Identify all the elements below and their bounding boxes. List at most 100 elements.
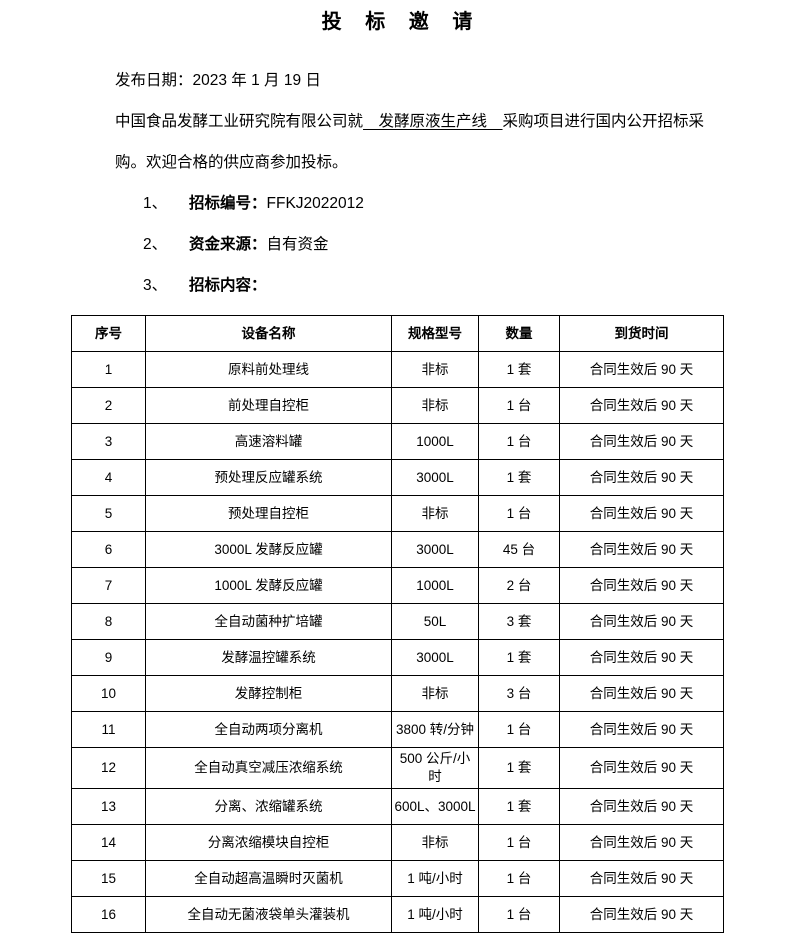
cell-quantity: 1 台 xyxy=(478,495,560,532)
cell-equipment-name: 全自动两项分离机 xyxy=(145,711,392,748)
list-item-fund-source: 2、 资金来源：自有资金 xyxy=(0,224,794,265)
table-row: 12 全自动真空减压浓缩系统 500 公斤/小时 1 套合同生效后 90 天 xyxy=(71,747,724,789)
list-item-label: 招标编号： xyxy=(189,195,267,212)
table-row: 10 发酵控制柜 非标 3 台合同生效后 90 天 xyxy=(71,675,724,712)
cell-delivery-time: 合同生效后 90 天 xyxy=(559,675,724,712)
cell-specification: 非标 xyxy=(391,495,479,532)
cell-equipment-name: 原料前处理线 xyxy=(145,351,392,388)
intro-paragraph: 中国食品发酵工业研究院有限公司就 发酵原液生产线 采购项目进行国内公开招标采购。… xyxy=(0,101,794,183)
list-item-label: 资金来源： xyxy=(189,236,267,253)
table-row: 4 预处理反应罐系统 3000L 1 套合同生效后 90 天 xyxy=(71,459,724,496)
cell-equipment-name: 高速溶料罐 xyxy=(145,423,392,460)
cell-delivery-time: 合同生效后 90 天 xyxy=(559,639,724,676)
cell-index: 5 xyxy=(71,495,146,532)
table-header-row: 序号 设备名称 规格型号 数量 到货时间 xyxy=(71,315,724,352)
cell-equipment-name: 发酵控制柜 xyxy=(145,675,392,712)
cell-quantity: 1 套 xyxy=(478,747,560,789)
cell-delivery-time: 合同生效后 90 天 xyxy=(559,459,724,496)
cell-quantity: 1 台 xyxy=(478,860,560,897)
column-header-delivery-time: 到货时间 xyxy=(559,315,724,352)
cell-specification: 50L xyxy=(391,603,479,640)
list-item-tender-number: 1、 招标编号：FFKJ2022012 xyxy=(0,183,794,224)
cell-delivery-time: 合同生效后 90 天 xyxy=(559,711,724,748)
intro-prefix: 中国食品发酵工业研究院有限公司就 xyxy=(115,113,364,130)
table-row: 3 高速溶料罐 1000L 1 台合同生效后 90 天 xyxy=(71,423,724,460)
cell-delivery-time: 合同生效后 90 天 xyxy=(559,747,724,789)
cell-index: 11 xyxy=(71,711,146,748)
cell-index: 16 xyxy=(71,896,146,933)
equipment-table-container: 序号 设备名称 规格型号 数量 到货时间 1 原料前处理线 非标 1 套合同生效后 9… xyxy=(0,306,794,933)
cell-delivery-time: 合同生效后 90 天 xyxy=(559,824,724,861)
cell-delivery-time: 合同生效后 90 天 xyxy=(559,567,724,604)
cell-index: 13 xyxy=(71,788,146,825)
cell-equipment-name: 全自动真空减压浓缩系统 xyxy=(145,747,392,789)
cell-index: 2 xyxy=(71,387,146,424)
cell-specification: 600L、3000L xyxy=(391,788,479,825)
cell-delivery-time: 合同生效后 90 天 xyxy=(559,387,724,424)
list-item-label: 招标内容： xyxy=(189,277,267,294)
cell-specification: 1 吨/小时 xyxy=(391,896,479,933)
cell-delivery-time: 合同生效后 90 天 xyxy=(559,531,724,568)
cell-quantity: 1 台 xyxy=(478,387,560,424)
list-item-value: 自有资金 xyxy=(266,236,329,253)
table-row: 2 前处理自控柜 非标 1 台合同生效后 90 天 xyxy=(71,387,724,424)
table-row: 8 全自动菌种扩培罐 50L 3 套合同生效后 90 天 xyxy=(71,603,724,640)
cell-index: 4 xyxy=(71,459,146,496)
publish-date-line: 发布日期：2023 年 1 月 19 日 xyxy=(115,72,321,89)
equipment-table: 序号 设备名称 规格型号 数量 到货时间 1 原料前处理线 非标 1 套合同生效后 9… xyxy=(71,315,724,933)
table-row: 5 预处理自控柜 非标 1 台合同生效后 90 天 xyxy=(71,495,724,532)
cell-specification: 3000L xyxy=(391,531,479,568)
cell-delivery-time: 合同生效后 90 天 xyxy=(559,495,724,532)
column-header-specification: 规格型号 xyxy=(391,315,479,352)
cell-equipment-name: 预处理反应罐系统 xyxy=(145,459,392,496)
cell-index: 15 xyxy=(71,860,146,897)
list-item-value: FFKJ2022012 xyxy=(266,195,364,212)
cell-quantity: 3 套 xyxy=(478,603,560,640)
cell-equipment-name: 发酵温控罐系统 xyxy=(145,639,392,676)
cell-index: 10 xyxy=(71,675,146,712)
cell-specification: 1 吨/小时 xyxy=(391,860,479,897)
document-body: 发布日期：2023 年 1 月 19 日 中国食品发酵工业研究院有限公司就 发酵… xyxy=(0,36,794,306)
list-item-tender-content: 3、 招标内容： xyxy=(0,265,794,306)
table-row: 1 原料前处理线 非标 1 套合同生效后 90 天 xyxy=(71,351,724,388)
list-item-index: 2、 xyxy=(143,236,168,253)
cell-delivery-time: 合同生效后 90 天 xyxy=(559,788,724,825)
cell-index: 6 xyxy=(71,531,146,568)
table-row: 15 全自动超高温瞬时灭菌机 1 吨/小时 1 台合同生效后 90 天 xyxy=(71,860,724,897)
cell-specification: 非标 xyxy=(391,824,479,861)
cell-specification: 3000L xyxy=(391,459,479,496)
cell-index: 1 xyxy=(71,351,146,388)
cell-equipment-name: 全自动无菌液袋单头灌装机 xyxy=(145,896,392,933)
cell-index: 12 xyxy=(71,747,146,789)
equipment-table-body: 1 原料前处理线 非标 1 套合同生效后 90 天 2 前处理自控柜 非标 1 台合同生效后 … xyxy=(71,351,724,933)
cell-delivery-time: 合同生效后 90 天 xyxy=(559,860,724,897)
list-item-index: 3、 xyxy=(143,277,168,294)
cell-specification: 3000L xyxy=(391,639,479,676)
cell-equipment-name: 分离浓缩模块自控柜 xyxy=(145,824,392,861)
intro-suffix: 采购项目进行国内公开招标采购。欢迎合格的供应商参加投标。 xyxy=(115,113,705,171)
cell-index: 14 xyxy=(71,824,146,861)
cell-delivery-time: 合同生效后 90 天 xyxy=(559,896,724,933)
cell-delivery-time: 合同生效后 90 天 xyxy=(559,423,724,460)
cell-quantity: 1 台 xyxy=(478,711,560,748)
cell-quantity: 1 台 xyxy=(478,423,560,460)
cell-equipment-name: 分离、浓缩罐系统 xyxy=(145,788,392,825)
cell-specification: 1000L xyxy=(391,423,479,460)
cell-specification: 非标 xyxy=(391,351,479,388)
cell-index: 7 xyxy=(71,567,146,604)
cell-specification: 500 公斤/小时 xyxy=(391,747,479,789)
column-header-equipment-name: 设备名称 xyxy=(145,315,392,352)
table-row: 6 3000L 发酵反应罐 3000L 45 台合同生效后 90 天 xyxy=(71,531,724,568)
column-header-index: 序号 xyxy=(71,315,146,352)
table-row: 14 分离浓缩模块自控柜 非标 1 台合同生效后 90 天 xyxy=(71,824,724,861)
table-row: 16 全自动无菌液袋单头灌装机 1 吨/小时 1 台合同生效后 90 天 xyxy=(71,896,724,933)
cell-equipment-name: 预处理自控柜 xyxy=(145,495,392,532)
table-row: 9 发酵温控罐系统 3000L 1 套合同生效后 90 天 xyxy=(71,639,724,676)
intro-project-name: 发酵原液生产线 xyxy=(363,113,503,130)
cell-index: 9 xyxy=(71,639,146,676)
cell-index: 8 xyxy=(71,603,146,640)
cell-delivery-time: 合同生效后 90 天 xyxy=(559,351,724,388)
page-title: 投 标 邀 请 xyxy=(321,11,482,33)
cell-specification: 1000L xyxy=(391,567,479,604)
